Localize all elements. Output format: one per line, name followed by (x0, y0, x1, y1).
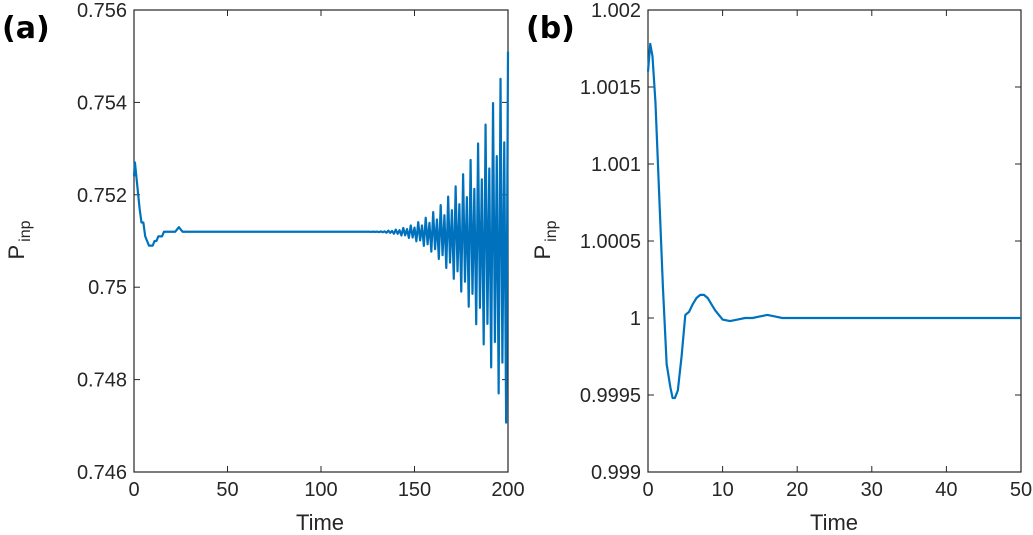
x-tick-label: 50 (1010, 479, 1032, 501)
x-tick-label: 150 (398, 479, 431, 501)
y-tick-label: 0.75 (88, 277, 127, 299)
y-tick-label: 1.001 (591, 154, 641, 176)
axes-frame (647, 9, 1022, 473)
y-axis-label-main-b: P (530, 245, 555, 260)
x-axis-label-b: Time (810, 510, 858, 535)
y-tick-label: 0.756 (77, 0, 127, 22)
x-tick-label: 30 (861, 479, 883, 501)
y-axis-label-main-a: P (4, 245, 29, 260)
plot-area-a: 0 50 100 150 200 0.746 0.748 0.75 0.752 0.754 0.75… (77, 0, 525, 501)
y-tick-label: 0.748 (77, 370, 127, 392)
x-tick-label: 10 (711, 479, 733, 501)
y-tick-label: 0.754 (77, 92, 127, 114)
y-tick-label: 1.0015 (580, 77, 641, 99)
y-tick-label: 0.752 (77, 185, 127, 207)
y-tick-label: 0.999 (591, 462, 641, 484)
x-tick-label: 20 (786, 479, 808, 501)
svg-text:Pinp: Pinp (530, 220, 560, 259)
y-tick-label: 0.9995 (580, 385, 641, 407)
panel-b: (b) 0 10 20 30 40 50 0.999 0.9995 1 1.0005 1.001 1.… (526, 0, 1032, 535)
y-tick-label: 1.0005 (580, 231, 641, 253)
y-tick-label: 1 (630, 308, 641, 330)
y-axis-label-sub-b: inp (543, 220, 560, 241)
x-tick-label: 100 (304, 479, 337, 501)
series-line (646, 42, 1021, 400)
x-axis-label-a: Time (296, 510, 344, 535)
series-line (132, 51, 510, 424)
panel-label-a: (a) (2, 11, 50, 46)
svg-text:Pinp: Pinp (4, 220, 34, 259)
y-axis-label-sub-a: inp (17, 220, 34, 241)
x-tick-label: 0 (642, 479, 653, 501)
y-axis-label-a: Pinp (4, 220, 34, 259)
x-tick-label: 200 (491, 479, 524, 501)
y-axis-label-b: Pinp (530, 220, 560, 259)
y-tick-label: 0.746 (77, 462, 127, 484)
panel-a: (a) 0 50 100 150 200 0.746 0.748 0.75 0.752 0.754… (2, 0, 525, 535)
plot-area-b: 0 10 20 30 40 50 0.999 0.9995 1 1.0005 1.001 1.0015… (580, 0, 1032, 501)
x-tick-label: 40 (935, 479, 957, 501)
x-tick-label: 50 (216, 479, 238, 501)
y-tick-label: 1.002 (591, 0, 641, 22)
panel-label-b: (b) (526, 11, 575, 46)
x-tick-label: 0 (128, 479, 139, 501)
